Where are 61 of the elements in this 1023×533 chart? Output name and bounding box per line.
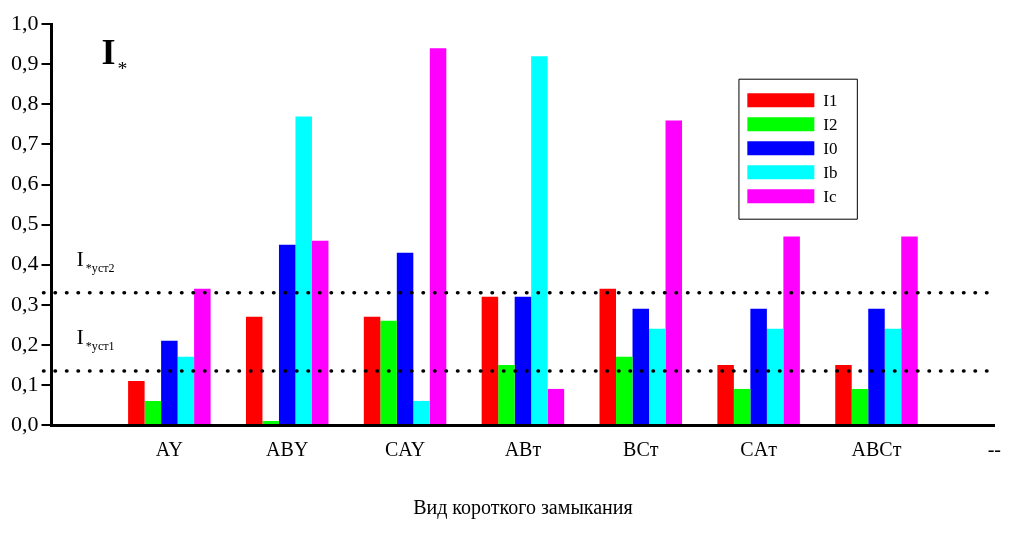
x-axis-title: Вид короткого замыкания [413, 496, 633, 520]
bar [766, 328, 784, 424]
y-tick-label: 1,0 [11, 9, 39, 35]
y-tick-label: 0,0 [11, 410, 39, 436]
bar [128, 380, 145, 424]
y-tick-label: 0,7 [11, 130, 39, 156]
bar [429, 48, 447, 424]
bar [278, 244, 296, 424]
bar [717, 364, 734, 424]
y-tick-label: 0,9 [11, 50, 39, 76]
y-tick-label: 0,2 [11, 330, 39, 356]
y-tick-label: 0,5 [11, 210, 39, 236]
bar [481, 296, 499, 424]
bar [262, 420, 279, 424]
bar [649, 328, 666, 424]
x-tick-label: ABт [504, 438, 542, 461]
bar [177, 356, 195, 424]
x-tick-label: CAт [740, 438, 778, 461]
bar [632, 308, 650, 424]
bar [295, 116, 312, 424]
bar [194, 288, 211, 424]
bar [835, 364, 852, 424]
y-axis-title: I* [101, 32, 128, 79]
x-tick-label: -- [987, 438, 1001, 461]
bar [144, 400, 162, 424]
bar [514, 296, 532, 424]
bar [884, 328, 902, 424]
bar [245, 316, 263, 424]
bar [311, 240, 329, 424]
bar [783, 236, 800, 424]
bar [665, 120, 683, 424]
legend-label: Ib [823, 162, 838, 182]
y-tick-label: 0,4 [11, 250, 39, 276]
bar [599, 288, 617, 424]
bar [868, 308, 885, 424]
y-tick-label: 0,1 [11, 370, 39, 396]
legend-label: I2 [823, 114, 838, 134]
y-tick-label: 0,6 [11, 170, 39, 196]
legend-label: Ic [823, 186, 837, 206]
bar [396, 252, 414, 424]
bar [161, 340, 178, 424]
bar [750, 308, 767, 424]
y-tick-label: 0,8 [11, 90, 39, 116]
legend-label: I0 [823, 138, 838, 158]
bar [733, 388, 751, 424]
x-tick-label: CAY [384, 438, 426, 461]
x-tick-label: ABY [266, 438, 309, 461]
x-tick-label: BCт [623, 438, 659, 461]
bar [531, 56, 548, 424]
bar [901, 236, 918, 424]
bar [547, 388, 565, 424]
x-tick-label: AY [155, 438, 183, 461]
bar [413, 400, 430, 424]
bar [498, 364, 515, 424]
y-tick-label: 0,3 [11, 290, 39, 316]
bar [380, 320, 397, 424]
legend-label: I1 [823, 90, 838, 110]
bar [616, 356, 633, 424]
bar [363, 316, 381, 424]
bar [851, 388, 869, 424]
x-tick-label: ABCт [851, 438, 902, 461]
